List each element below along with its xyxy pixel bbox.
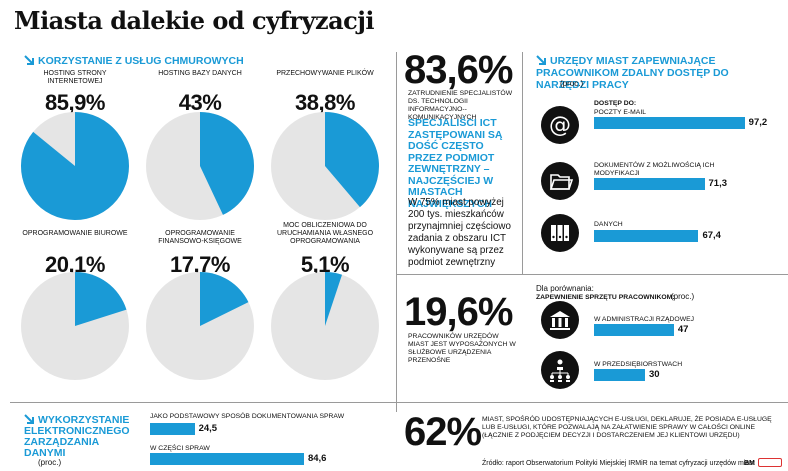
edm-section-header: Wykorzystanie elektronicznego zarządzani… <box>24 414 134 459</box>
bar-value-label: 24,5 <box>198 423 218 434</box>
arrow-icon <box>536 55 546 65</box>
bar-category-label: W PRZEDSIĘBIORSTWACH <box>594 361 683 368</box>
org-structure-icon <box>541 351 579 389</box>
pie-label: Przechowywanie plików <box>276 70 374 77</box>
devices-percentage: 19,6% <box>404 290 513 334</box>
divider-vertical-left <box>396 52 397 412</box>
folder-icon <box>541 162 579 200</box>
pie-value-label: 43% <box>178 90 222 115</box>
pie-label: Moc obliczeniowa do uruchamiania własneg… <box>276 222 374 245</box>
publisher-logo <box>758 458 782 467</box>
bar <box>594 230 699 242</box>
bar-category-label: POCZTY E-MAIL <box>594 109 646 116</box>
remote-section-title: Urzędy miast zapewniające pracownikom zd… <box>536 55 729 91</box>
bar-value-label: 47 <box>677 324 689 335</box>
bar-value-label: 84,6 <box>307 453 327 464</box>
cloud-section-header: Korzystanie z usług chmurowych <box>24 55 244 67</box>
page-title: Miasta dalekie od cyfryzacji <box>14 6 375 35</box>
pie-slice <box>200 272 249 326</box>
ict-note: W 75% miast powyżej 200 tys. mieszkańców… <box>408 197 511 268</box>
divider-vertical-right <box>522 52 523 274</box>
devices-caption: PRACOWNIKÓW URZĘDÓW MIAST JEST WYPOSAŻON… <box>408 333 516 364</box>
pie-chart <box>146 272 254 380</box>
bar-value-label: 97,2 <box>748 117 768 128</box>
pie-label: Oprogramowanie finansowo-księgowe <box>158 230 242 245</box>
pie-value-label: 38,8% <box>295 90 355 115</box>
bar <box>150 423 195 435</box>
eservice-percentage: 62% <box>404 410 482 454</box>
pie-chart <box>146 112 254 220</box>
equipment-unit: (proc.) <box>671 292 695 301</box>
pie-slice <box>325 272 343 326</box>
ict-caption: ZATRUDNIENIE SPECJALISTÓW DS. TECHNOLOGI… <box>408 90 513 121</box>
arrow-icon <box>24 414 34 424</box>
pie-chart <box>21 272 129 380</box>
pie-slice <box>325 112 379 208</box>
remote-unit: (proc.) <box>560 79 584 88</box>
bar <box>150 453 304 465</box>
divider-horizontal-mid <box>396 274 788 275</box>
binders-icon <box>541 214 579 252</box>
source-note: Źródło: raport Obserwatorium Polityki Mi… <box>482 460 755 467</box>
divider-horizontal-bottom <box>10 402 788 403</box>
bar <box>594 117 745 129</box>
pie-label: Hosting bazy danych <box>158 70 242 77</box>
bar-category-label: W CZĘŚCI SPRAW <box>150 445 210 452</box>
remote-section-header: Urzędy miast zapewniające pracownikom zd… <box>536 55 781 91</box>
edm-unit: (proc.) <box>38 458 62 467</box>
email-icon: @ <box>541 106 579 144</box>
edm-section-title: Wykorzystanie elektronicznego zarządzani… <box>24 414 130 459</box>
bar <box>594 369 645 381</box>
ict-percentage: 83,6% <box>404 48 513 92</box>
pie-chart <box>271 112 379 220</box>
bar-category-label: W ADMINISTRACJI RZĄDOWEJ <box>594 316 695 323</box>
comparison-intro: Dla porównania: <box>536 284 594 293</box>
pie-slice <box>200 112 254 215</box>
bar-value-label: 67,4 <box>702 230 721 241</box>
arrow-icon <box>24 55 34 65</box>
pie-label: Oprogramowanie biurowe <box>22 230 128 237</box>
government-building-icon <box>541 301 579 339</box>
bar-category-label: DANYCH <box>594 221 623 228</box>
bar-category-label: DOKUMENTÓW Z MOŻLIWOŚCIĄ ICH MODYFIKACJI <box>594 162 715 177</box>
credit-label: BM <box>744 460 755 467</box>
equipment-title: Zapewnienie sprzętu pracownikom: <box>536 294 675 301</box>
remote-group-label: DOSTĘP DO: <box>594 100 637 107</box>
pie-slice <box>21 112 129 220</box>
bar-category-label: JAKO PODSTAWOWY SPOSÓB DOKUMENTOWANIA SP… <box>150 413 345 420</box>
bar <box>594 178 705 190</box>
pie-value-label: 85,9% <box>45 90 105 115</box>
pie-slice <box>75 272 127 326</box>
pie-chart <box>21 112 129 220</box>
ict-highlight: SPECJALIŚCI ICT ZASTĘPOWANI SĄ DOŚĆ CZĘS… <box>408 117 503 210</box>
bar <box>594 324 674 336</box>
cloud-section-title: Korzystanie z usług chmurowych <box>38 55 244 67</box>
pie-label: Hosting strony internetowej <box>43 70 107 85</box>
bar-value-label: 71,3 <box>708 178 728 189</box>
svg-text:@: @ <box>549 113 571 138</box>
bar-value-label: 30 <box>649 369 660 380</box>
pie-chart <box>271 272 379 380</box>
eservice-caption: MIAST, SPOŚRÓD UDOSTĘPNIAJĄCYCH E-USŁUGI… <box>482 416 772 439</box>
